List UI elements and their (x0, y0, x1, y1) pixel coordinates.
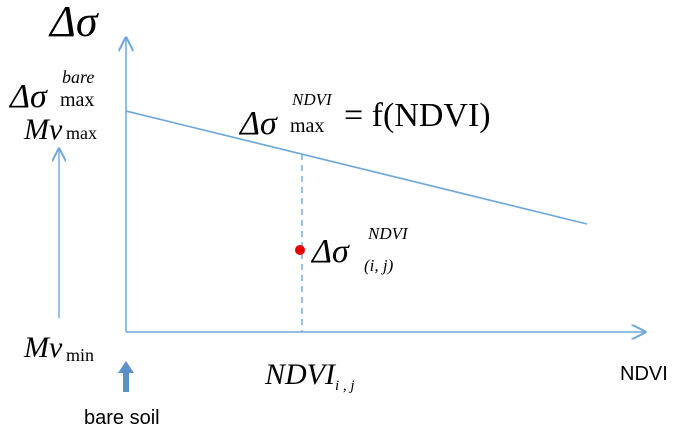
pixel-point (295, 245, 305, 255)
bare-soil-label: bare soil (84, 407, 160, 429)
formula-symbol: Δσ (238, 105, 278, 142)
mv-max-sub: max (66, 123, 97, 143)
mv-min-sub: min (66, 345, 94, 365)
formula-rhs: = f(NDVI) (344, 97, 491, 134)
sigma-bare-sub: max (60, 89, 94, 111)
x-axis-label: NDVI (620, 363, 668, 385)
sigma-bare-symbol: Δσ (8, 78, 48, 115)
y-axis-symbol: Δσ (48, 0, 100, 46)
formula-sup: NDVI (291, 90, 333, 109)
bare-soil-arrow (118, 361, 134, 392)
max-sensitivity-line (125, 110, 588, 225)
ndvi-ij-sub: i , j (335, 378, 355, 394)
mv-min-symbol: Mv (23, 331, 63, 364)
formula-sub: max (290, 115, 324, 137)
ndvi-ij-main: NDVI (264, 358, 337, 391)
point-symbol: Δσ (310, 233, 350, 270)
point-sup: NDVI (367, 224, 409, 243)
point-sub: (i, j) (364, 256, 394, 275)
sigma-bare-sup: bare (62, 67, 94, 87)
mv-max-symbol: Mv (23, 113, 63, 146)
